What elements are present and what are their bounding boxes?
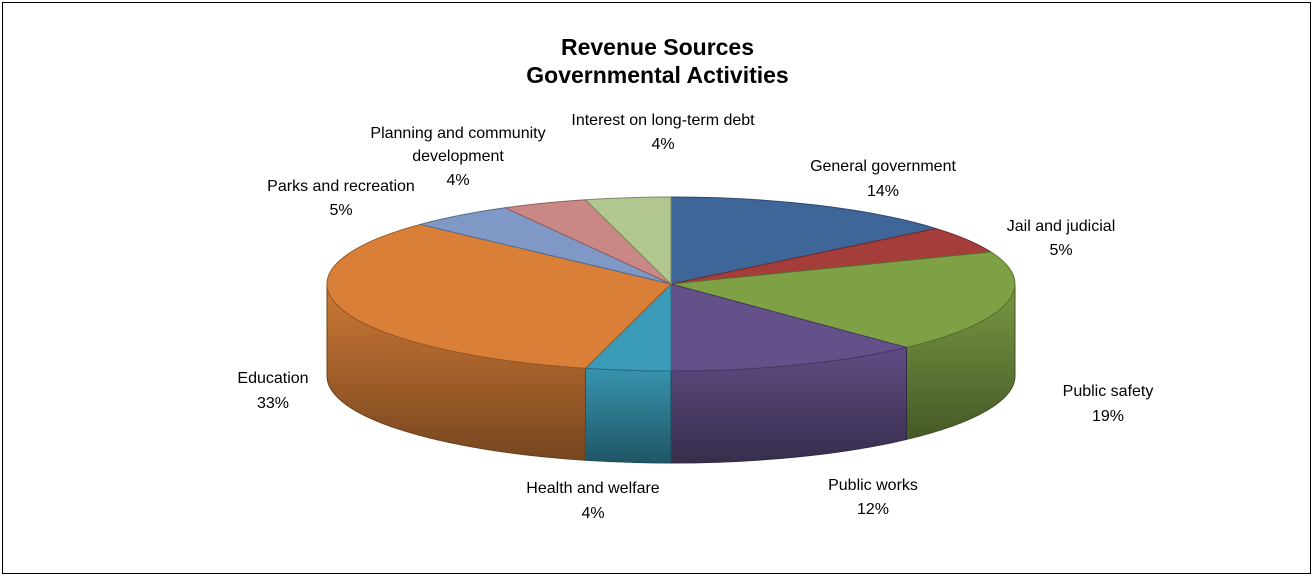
slice-label-health-and-welfare: Health and welfare 4% (526, 480, 660, 522)
slice-labels: General government 14% Jail and judicial 5%… (237, 112, 1153, 522)
chart-subtitle: Governmental Activities (526, 62, 789, 88)
slice-value-parks-and-recreation: 5% (329, 202, 352, 219)
slice-label-interest-on-long-term-debt: Interest on long-term debt 4% (571, 112, 755, 153)
slice-value-jail-and-judicial: 5% (1049, 242, 1072, 259)
slice-value-interest-on-long-term-debt: 4% (651, 136, 674, 153)
slice-label-planning-and-community-development: Planning and community development 4% (370, 125, 545, 189)
pie-top-faces (326, 196, 1016, 372)
pie-slice-public-works (670, 283, 907, 372)
slice-label-general-government: General government 14% (810, 158, 956, 200)
slice-label-parks-and-recreation: Parks and recreation 5% (267, 178, 415, 219)
slice-label-jail-and-judicial: Jail and judicial 5% (1007, 218, 1116, 259)
chart-title: Revenue Sources (560, 34, 755, 60)
slice-value-public-safety: 19% (1092, 408, 1124, 425)
pie-slice-public-safety (670, 251, 1016, 348)
slice-label-education: Education 33% (237, 370, 308, 412)
pie-slice-education (326, 223, 672, 369)
pie-slice-general-government (670, 196, 937, 285)
pie-slice-interest-on-long-term-debt (584, 196, 672, 286)
slice-value-planning-and-community-development: 4% (446, 172, 469, 189)
slice-label-public-works: Public works 12% (828, 477, 918, 518)
pie-side-health-and-welfare (584, 367, 672, 464)
pie-side-walls (326, 283, 1016, 464)
pie-chart: General government 14% Jail and judicial 5%… (237, 112, 1153, 522)
slice-label-public-safety: Public safety 19% (1063, 383, 1154, 425)
slice-value-public-works: 12% (857, 501, 889, 518)
slice-value-general-government: 14% (867, 183, 899, 200)
slice-value-education: 33% (257, 395, 289, 412)
slice-value-health-and-welfare: 4% (581, 505, 604, 522)
